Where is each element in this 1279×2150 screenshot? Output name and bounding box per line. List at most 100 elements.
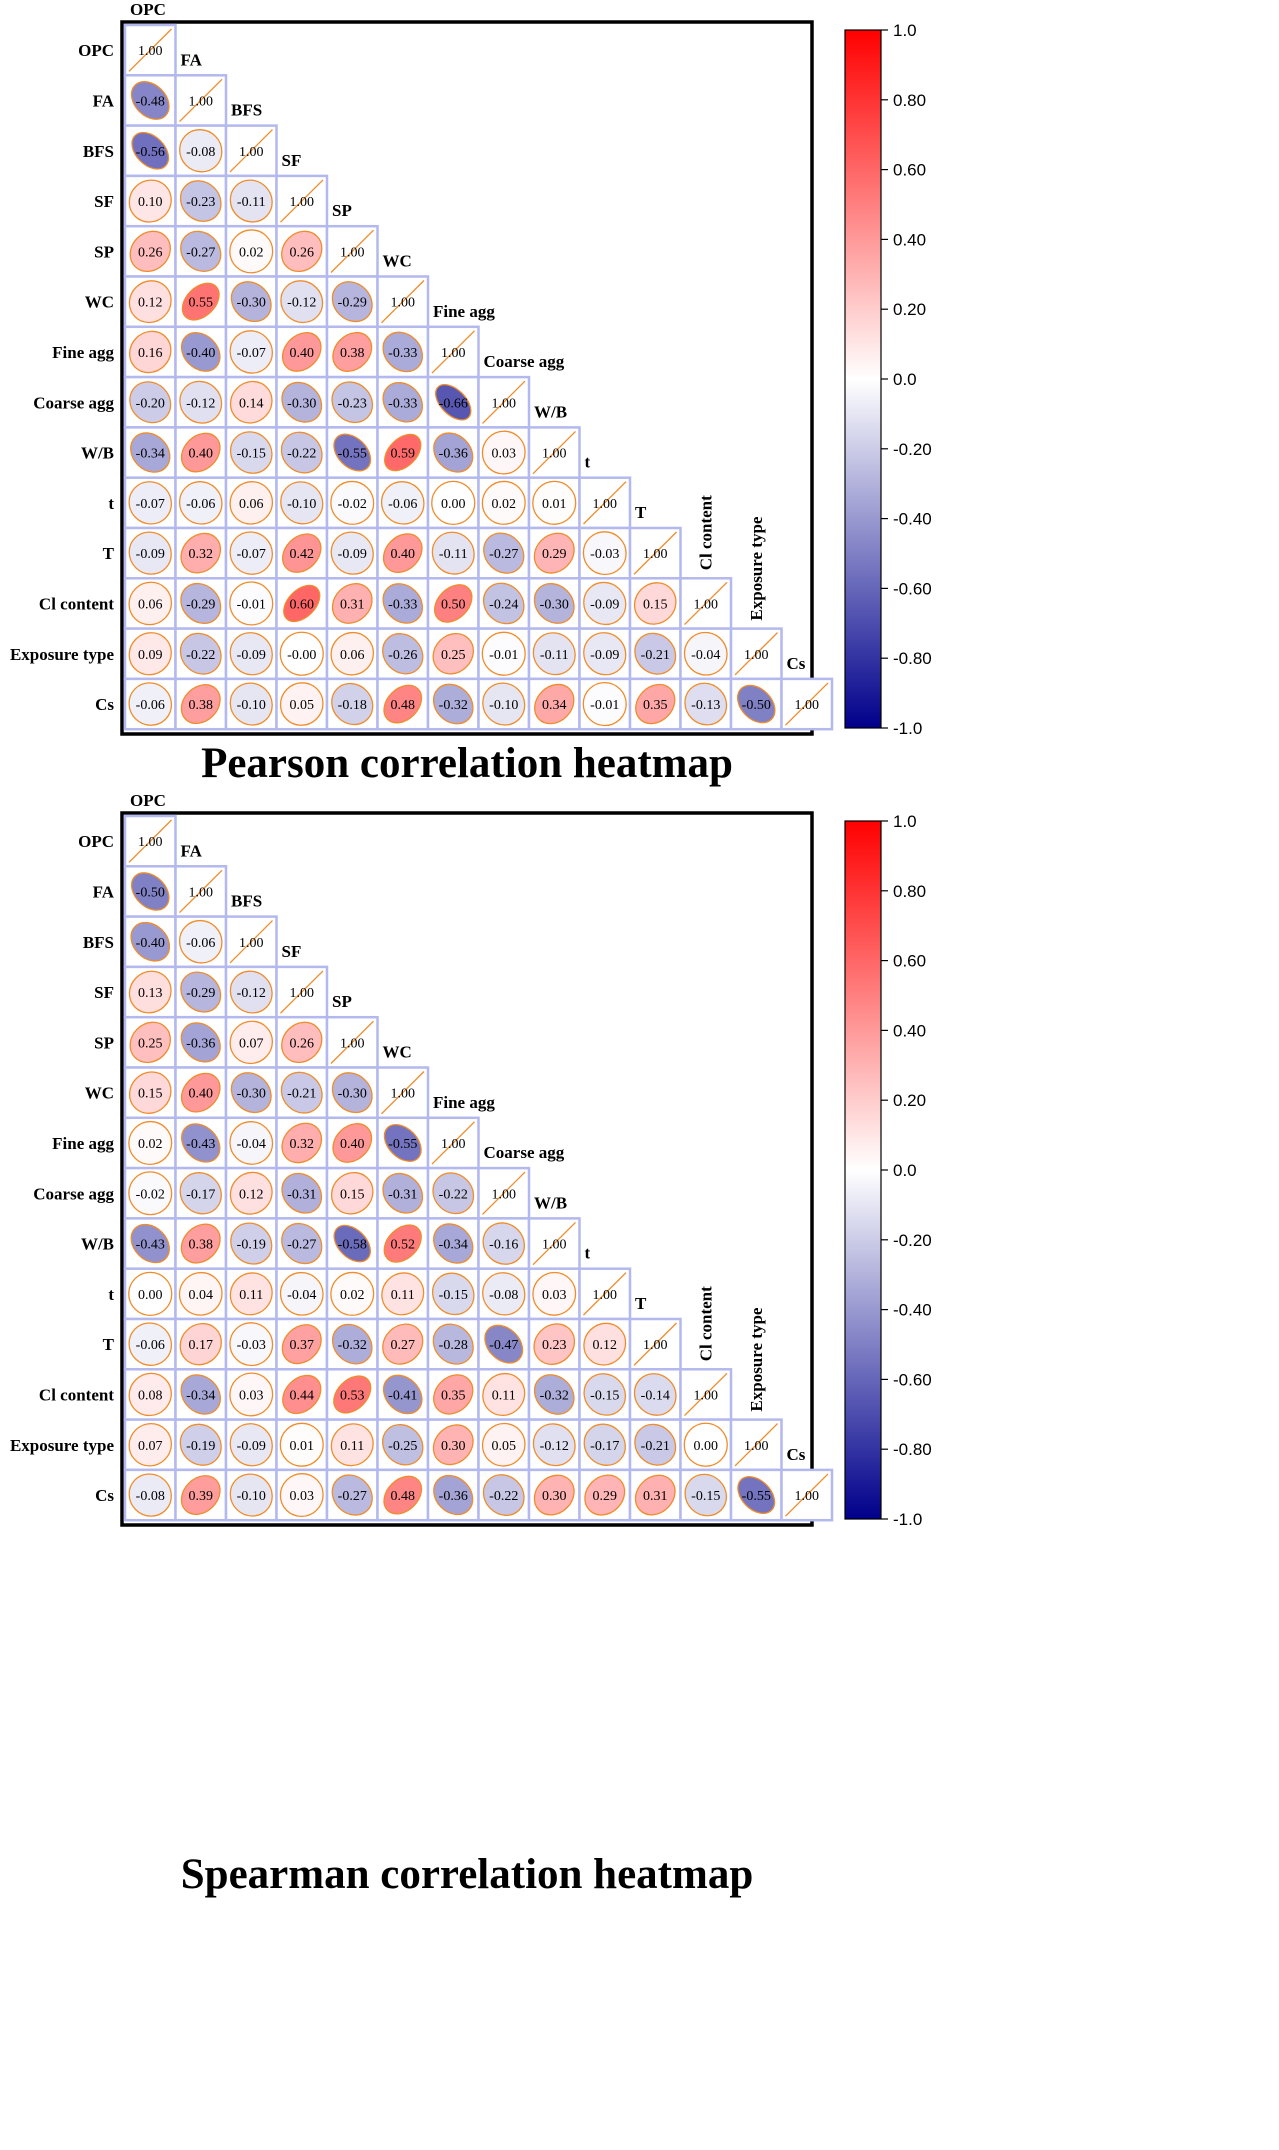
heatmap-cell: -0.04: [275, 1267, 329, 1321]
column-label: W/B: [534, 402, 567, 421]
heatmap-cell: 1.00: [123, 23, 177, 77]
correlation-ellipse: [382, 1172, 424, 1214]
correlation-ellipse: [279, 1271, 324, 1316]
heatmap-cell: 0.52: [376, 1217, 430, 1270]
colorbar-tick-label: 0.60: [893, 161, 926, 180]
heatmap-cell: 0.30: [527, 1468, 581, 1522]
cell-value: -0.21: [641, 1439, 670, 1454]
correlation-ellipse: [128, 1372, 172, 1417]
correlation-ellipse: [383, 684, 423, 724]
cell-value: -0.22: [489, 1489, 518, 1504]
cell-value: 0.48: [391, 698, 416, 713]
column-label: Fine agg: [433, 302, 495, 321]
correlation-ellipse: [229, 380, 273, 424]
heatmap-cell: 1.00: [325, 1015, 379, 1069]
cell-value: -0.27: [489, 547, 518, 562]
heatmap-cell: 0.02: [477, 476, 531, 530]
heatmap-cell: -0.56: [123, 124, 177, 178]
diagonal-line: [633, 1322, 677, 1366]
heatmap-cell: -0.17: [578, 1418, 632, 1472]
column-label: FA: [181, 841, 203, 860]
cell-value: -0.47: [489, 1338, 518, 1353]
heatmap-cell: -0.22: [174, 627, 228, 681]
cell-value: -0.32: [540, 1388, 569, 1403]
heatmap-cell: 0.55: [174, 275, 228, 329]
heatmap-cell: 1.00: [275, 174, 329, 228]
correlation-ellipse: [128, 1120, 173, 1165]
correlation-ellipse: [482, 1474, 525, 1516]
heatmap-cell: 0.11: [477, 1368, 531, 1421]
diagonal-line: [431, 330, 475, 374]
cell-value: -0.29: [186, 986, 215, 1001]
cell-value: -0.36: [439, 1489, 468, 1504]
heatmap-cell: 0.15: [325, 1166, 379, 1220]
correlation-ellipse: [229, 1171, 273, 1215]
heatmap-cell: -0.09: [224, 627, 278, 681]
cell-value: -0.06: [136, 698, 165, 713]
correlation-ellipse: [383, 1123, 422, 1162]
heatmap-cell: -0.24: [477, 577, 531, 630]
heatmap-cell: 0.11: [376, 1267, 430, 1321]
cell-value: 0.03: [492, 447, 517, 462]
correlation-ellipse: [533, 1374, 575, 1415]
colorbar-tick-label: -0.60: [893, 579, 932, 598]
cell-value: -0.15: [439, 1288, 468, 1303]
cell-value: 1.00: [138, 44, 163, 59]
heatmap-cell: -0.17: [174, 1166, 228, 1220]
heatmap-cell: -0.09: [578, 577, 632, 630]
correlation-ellipse: [128, 632, 172, 676]
heatmap-cell: 0.01: [275, 1418, 329, 1472]
row-label: Fine agg: [52, 343, 114, 362]
correlation-ellipse: [178, 481, 223, 525]
heatmap-cell: -0.12: [275, 275, 329, 329]
heatmap-cell: -0.21: [275, 1066, 329, 1120]
heatmap-cell: 1.00: [780, 1468, 834, 1522]
heatmap-cell: -0.27: [325, 1468, 379, 1522]
heatmap-cell: 0.25: [123, 1015, 177, 1069]
cell-value: 0.34: [542, 698, 567, 713]
cell-value: 1.00: [391, 1087, 416, 1102]
heatmap-cell: -0.29: [174, 965, 228, 1019]
cell-value: -0.30: [287, 396, 316, 411]
correlation-ellipse: [484, 1324, 524, 1364]
column-label: T: [635, 503, 647, 522]
cell-value: 0.27: [391, 1338, 416, 1353]
cell-value: -0.33: [388, 346, 417, 361]
cell-value: 0.13: [138, 986, 163, 1001]
heatmap-cell: -0.03: [578, 526, 632, 580]
cell-value: -0.25: [388, 1439, 417, 1454]
heatmap-cell: -0.10: [224, 1468, 278, 1522]
diagonal-line: [280, 970, 324, 1014]
cell-value: 1.00: [643, 1338, 668, 1353]
cell-value: 0.31: [643, 1489, 668, 1504]
correlation-ellipse: [130, 921, 171, 962]
correlation-ellipse: [330, 1171, 374, 1215]
heatmap-cell: 1.00: [679, 1368, 733, 1421]
correlation-ellipse: [179, 632, 222, 675]
diagonal-line: [128, 28, 172, 72]
heatmap-cell: 0.12: [123, 275, 177, 329]
cell-value: 0.38: [340, 346, 365, 361]
heatmap-cell: 0.26: [275, 224, 329, 278]
heatmap-cell: 1.00: [224, 124, 278, 178]
cell-value: -0.27: [186, 245, 215, 260]
heatmap-cell: -0.09: [578, 627, 632, 681]
heatmap-cell: 0.30: [426, 1418, 480, 1472]
column-label: WC: [383, 252, 412, 271]
correlation-ellipse: [129, 230, 171, 273]
heatmap-cell: 0.35: [426, 1368, 480, 1421]
heatmap-cell: -0.43: [123, 1217, 177, 1270]
column-label: FA: [181, 50, 203, 69]
heatmap-cell: -0.40: [123, 915, 177, 969]
heatmap-cell: 0.31: [628, 1468, 682, 1522]
cell-value: -0.55: [742, 1489, 771, 1504]
cell-value: -0.32: [338, 1338, 367, 1353]
correlation-ellipse: [482, 582, 525, 625]
column-label: SF: [282, 151, 302, 170]
heatmap-cell: 0.16: [123, 325, 177, 379]
correlation-ellipse: [684, 1473, 728, 1517]
cell-value: -0.04: [691, 648, 720, 663]
heatmap-cell: -0.01: [224, 577, 278, 630]
correlation-ellipse: [433, 432, 474, 473]
heatmap-cell: 1.00: [628, 526, 682, 580]
